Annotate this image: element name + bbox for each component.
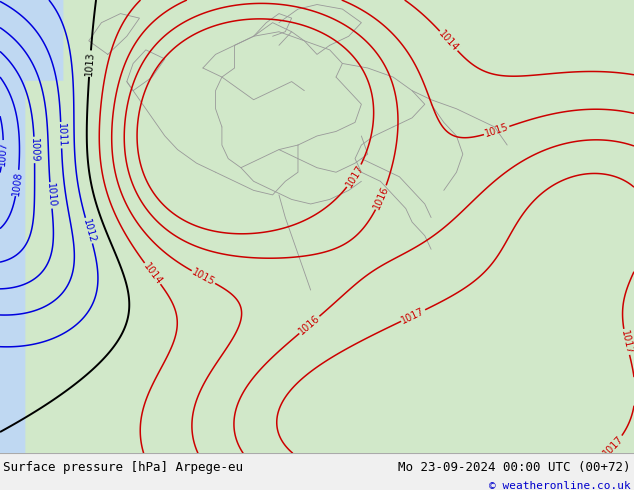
Text: Mo 23-09-2024 00:00 UTC (00+72): Mo 23-09-2024 00:00 UTC (00+72) bbox=[398, 461, 631, 474]
Text: 1015: 1015 bbox=[190, 267, 217, 287]
Text: Surface pressure [hPa] Arpege-eu: Surface pressure [hPa] Arpege-eu bbox=[3, 461, 243, 474]
Text: 1017: 1017 bbox=[601, 434, 626, 458]
Text: 1011: 1011 bbox=[56, 123, 67, 147]
Text: 1010: 1010 bbox=[45, 183, 57, 208]
Text: 1009: 1009 bbox=[29, 138, 40, 162]
Text: 1017: 1017 bbox=[619, 329, 634, 355]
Text: 1017: 1017 bbox=[400, 306, 427, 325]
Text: 1012: 1012 bbox=[81, 218, 97, 244]
Text: 1017: 1017 bbox=[344, 163, 365, 189]
Text: 1008: 1008 bbox=[11, 170, 24, 196]
Text: 1016: 1016 bbox=[297, 313, 322, 337]
Text: 1013: 1013 bbox=[84, 51, 96, 76]
Text: © weatheronline.co.uk: © weatheronline.co.uk bbox=[489, 481, 631, 490]
Text: 1014: 1014 bbox=[141, 261, 164, 286]
Text: 1014: 1014 bbox=[437, 28, 460, 53]
Text: 1015: 1015 bbox=[484, 122, 510, 139]
Text: 1007: 1007 bbox=[0, 141, 9, 166]
Text: 1016: 1016 bbox=[372, 184, 391, 211]
